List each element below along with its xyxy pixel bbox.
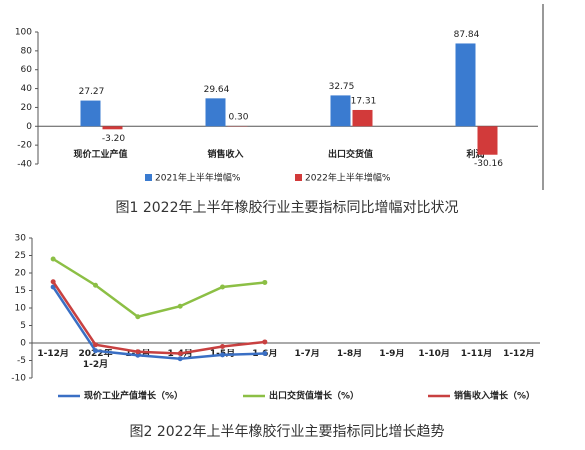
point [50,279,56,285]
y-tick-label: 20 [21,103,33,113]
x-tick-label: 1-11月 [460,349,493,359]
y-tick-label: 100 [15,28,32,38]
y-tick-label: 60 [21,65,33,75]
x-tick-label: 销售收入 [207,148,243,160]
point [220,352,225,358]
point [93,342,98,348]
x-tick-label-box: 1-12月 [503,349,535,359]
point [177,356,183,362]
point [177,351,183,356]
y-tick-label: 40 [21,84,33,94]
x-tick-label: 1-12月 [503,349,535,359]
y-tick-label: 20 [15,269,27,279]
point [262,339,268,345]
value-label: 17.31 [351,96,377,106]
value-label: 27.27 [79,87,105,97]
point [93,348,98,354]
x-tick-label: 2022年 1-2月 [78,349,113,370]
y-tick-label: 25 [15,251,26,261]
point [93,282,98,288]
point [135,349,141,355]
y-tick-label: 10 [15,304,27,314]
legend-label: 2022年上半年增幅% [305,172,391,184]
caption: 图2 2022年上半年橡胶行业主要指标同比增长趋势 [130,423,445,440]
x-tick-label: 1-8月 [336,349,363,359]
line [52,281,265,355]
x-tick-label: 1-7月 [294,349,320,359]
x-tick-label-box: 2022年 1-2月 [78,349,113,370]
legend-label: 出口交货值增长（%） [269,390,359,402]
value-label: -30.16 [474,159,503,169]
bar [352,109,373,127]
point [135,314,141,320]
caption: 图1 2022年上半年橡胶行业主要指标同比增幅对比状况 [116,199,459,216]
point [262,351,268,356]
bar [455,43,476,127]
value-label: 32.75 [329,82,355,92]
bar [205,98,226,127]
value-label: -3.20 [102,134,126,144]
y-tick-label: -40 [17,160,32,170]
y-tick-label: -10 [11,374,26,384]
y-tick-label: 30 [15,234,27,244]
x-tick-label-box: 1-8月 [336,349,363,359]
legend-label: 2021年上半年增幅% [155,172,241,184]
line [52,286,265,361]
bar [102,126,123,130]
x-tick-label: 1-9月 [379,349,405,359]
y-tick-label: 5 [20,321,26,331]
y-tick-label: 0 [20,339,26,349]
x-tick-label: 1-10月 [418,349,450,359]
x-tick-label-box: 1-9月 [379,349,405,359]
legend-label: 销售收入增长（%） [454,390,535,402]
y-tick-label: -5 [17,356,26,366]
value-label: 0.30 [228,113,248,123]
bar [330,95,351,127]
point [220,284,225,290]
point [262,279,268,285]
x-tick-label: 出口交货值 [328,148,373,160]
bar [80,100,101,127]
point [220,344,225,349]
point [177,303,183,309]
legend-swatch [145,174,152,181]
legend-swatch [295,174,302,181]
x-tick-label-box: 1-11月 [460,349,493,359]
x-tick-label-box: 1-12月 [37,349,69,359]
x-tick-label: 现价工业产值 [73,148,127,160]
value-label: 29.64 [204,85,230,95]
x-tick-label-box: 1-7月 [294,349,320,359]
y-tick-label: 0 [26,122,32,132]
legend-label: 现价工业产值增长（%） [84,390,183,402]
y-tick-label: 15 [15,286,26,296]
x-tick-label: 1-12月 [37,349,69,359]
line [52,257,265,319]
value-label: 87.84 [454,30,480,40]
point [50,256,56,262]
y-tick-label: -20 [17,141,32,151]
point [135,352,141,358]
bar [477,126,498,155]
x-tick-label-box: 1-10月 [418,349,450,359]
y-tick-label: 80 [21,46,33,56]
